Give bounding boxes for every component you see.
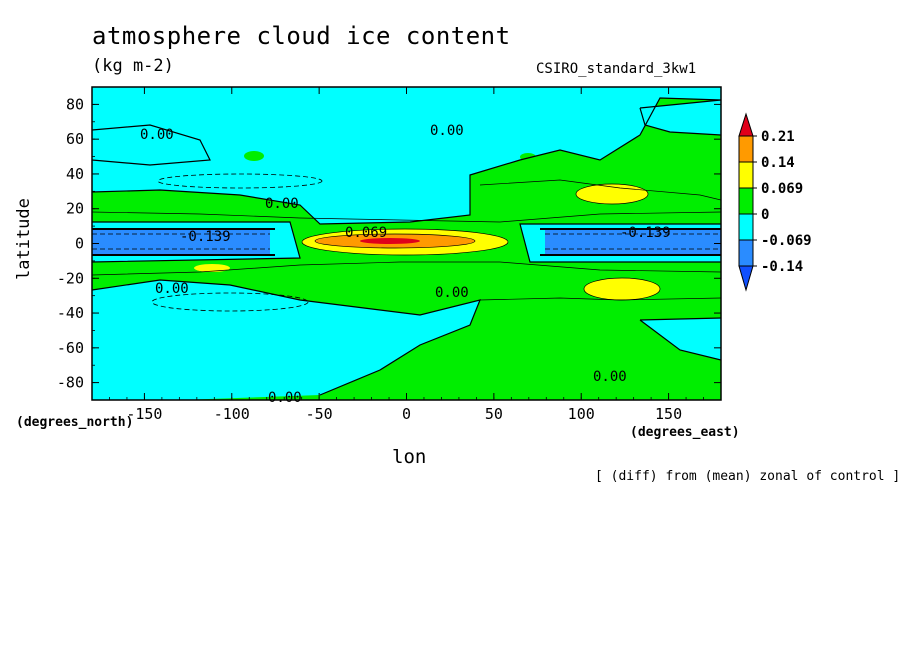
y-tick-label: -20: [57, 269, 84, 287]
chart-title: atmosphere cloud ice content: [92, 22, 511, 50]
contour-label: 0.00: [435, 285, 469, 301]
contour-zero-south: [92, 279, 481, 396]
contour-label: 0.069: [345, 225, 387, 241]
y-tick-label: -60: [57, 339, 84, 357]
contour-zero-west: [92, 221, 301, 263]
y-tick-label: 60: [66, 130, 84, 148]
colorbar-swatch: [738, 239, 754, 267]
x-tick-label: 150: [655, 405, 682, 423]
colorbar-label: -0.14: [761, 259, 803, 275]
x-tick-label: 50: [485, 405, 503, 423]
colorbar-swatch: [738, 213, 754, 241]
x-tick-label: -150: [126, 405, 162, 423]
colorbar-label: 0.21: [761, 129, 795, 145]
colorbar-label: -0.069: [761, 233, 812, 249]
y-tick-label: -80: [57, 374, 84, 392]
x-tick-label: 0: [402, 405, 411, 423]
y-tick-label: -40: [57, 304, 84, 322]
region-north-cyan: [92, 87, 721, 224]
region-se-yellow: [584, 278, 660, 300]
contour-neg-north: [157, 173, 323, 189]
colorbar-swatch: [738, 135, 754, 163]
x-tick-label: -50: [306, 405, 333, 423]
contour-label: 0.00: [155, 281, 189, 297]
x-axis-unit: (degrees_east): [630, 425, 740, 440]
colorbar-swatch: [738, 187, 754, 215]
region-northeast-cyan: [640, 100, 721, 135]
patch-green-2: [490, 318, 522, 330]
x-tick-label: -100: [214, 405, 250, 423]
diff-note: [ (diff) from (mean) zonal of control ]: [595, 469, 901, 484]
y-axis-unit: (degrees_north): [16, 415, 134, 430]
y-tick-label: 0: [75, 235, 84, 253]
y-tick-label: 80: [66, 95, 84, 113]
y-tick-label: 20: [66, 200, 84, 218]
contour-label: -0.139: [180, 229, 231, 245]
y-tick-label: 40: [66, 165, 84, 183]
region-sw-yellow: [194, 264, 230, 272]
contour-zero-ne: [639, 99, 721, 136]
colorbar-top-arrow: [738, 112, 754, 137]
x-tick-label: 100: [568, 405, 595, 423]
contour-label: 0.00: [140, 127, 174, 143]
region-central-red: [360, 238, 420, 244]
contour-zero-east: [519, 223, 721, 263]
contour-label: -0.139: [620, 225, 671, 241]
contour-neg-south: [151, 292, 309, 312]
contour-label: 0.00: [593, 369, 627, 385]
contour-zero-nw: [92, 124, 211, 166]
x-axis-label: lon: [392, 446, 427, 468]
chart-units: (kg m-2): [92, 56, 174, 76]
colorbar-swatch: [738, 161, 754, 189]
patch-green-1: [244, 151, 264, 161]
colorbar-bottom-arrow: [738, 265, 754, 292]
colorbar-label: 0.069: [761, 181, 803, 197]
contour-label: 0.00: [430, 123, 464, 139]
colorbar-label: 0: [761, 207, 769, 223]
contour-zero-north: [92, 97, 721, 225]
contour-label: 0.00: [265, 196, 299, 212]
model-name: CSIRO_standard_3kw1: [536, 61, 697, 77]
contour-label: 0.00: [268, 390, 302, 406]
contour-zero-se: [639, 317, 721, 361]
colorbar-label: 0.14: [761, 155, 795, 171]
region-south-cyan-2: [640, 318, 721, 360]
